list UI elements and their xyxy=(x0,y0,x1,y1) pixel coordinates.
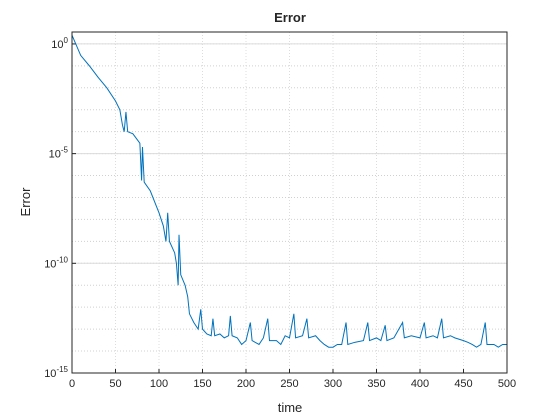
tick-base: 10 xyxy=(51,39,63,51)
y-axis-label: Error xyxy=(18,187,33,217)
x-tick-label: 350 xyxy=(367,378,385,390)
tick-exponent: -10 xyxy=(56,255,68,264)
x-tick-label: 0 xyxy=(69,378,75,390)
tick-base: 10 xyxy=(49,149,61,161)
axes-box xyxy=(71,31,508,374)
chart-title: Error xyxy=(274,10,306,25)
x-tick-label: 200 xyxy=(237,378,255,390)
tick-exponent: -5 xyxy=(61,146,69,155)
x-tick-label: 450 xyxy=(454,378,472,390)
x-tick-label: 150 xyxy=(193,378,211,390)
y-tick-label: 10-15 xyxy=(44,365,68,380)
x-tick-label: 300 xyxy=(324,378,342,390)
data-line xyxy=(71,35,507,348)
tick-exponent: 0 xyxy=(64,36,69,45)
y-tick-label: 10-5 xyxy=(49,146,69,161)
x-tick-label: 100 xyxy=(150,378,168,390)
plot-area xyxy=(72,32,507,373)
tick-base: 10 xyxy=(44,258,56,270)
y-tick-label: 10-10 xyxy=(44,255,68,270)
tick-exponent: -15 xyxy=(56,365,68,374)
x-tick-label: 500 xyxy=(498,378,516,390)
x-tick-label: 50 xyxy=(109,378,121,390)
tick-base: 10 xyxy=(44,368,56,380)
y-tick-label: 100 xyxy=(51,36,68,51)
x-axis-label: time xyxy=(278,400,303,415)
x-tick-label: 250 xyxy=(280,378,298,390)
x-tick-label: 400 xyxy=(411,378,429,390)
